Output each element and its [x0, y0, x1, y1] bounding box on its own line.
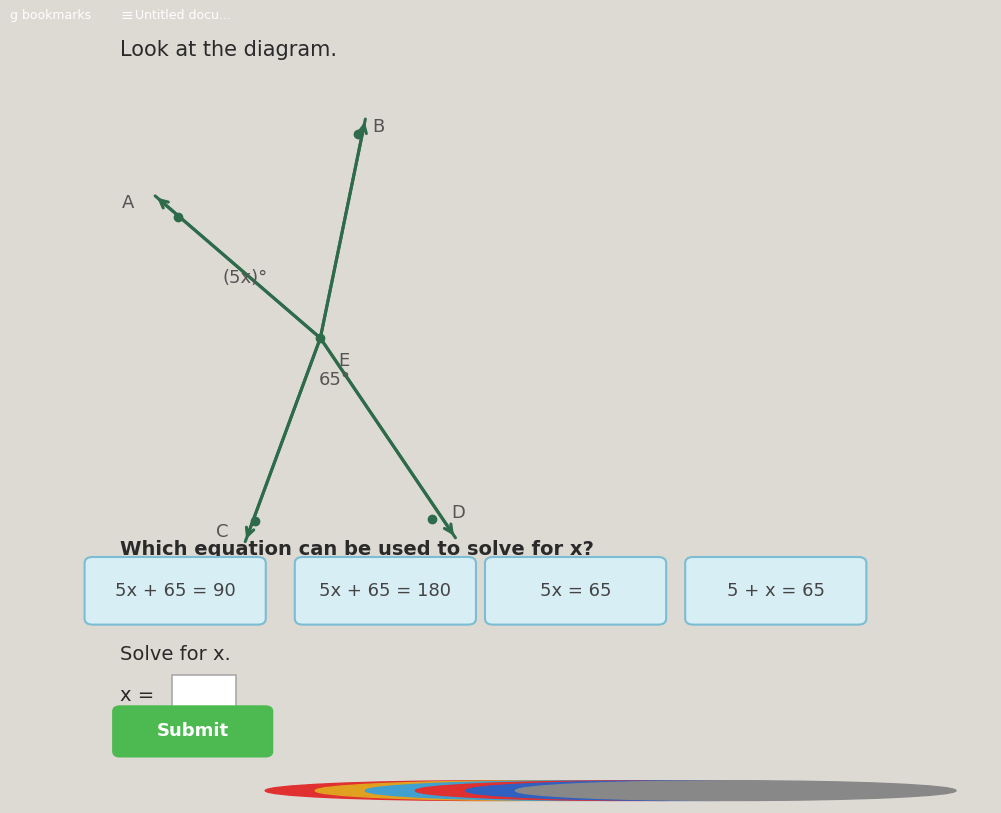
Text: 5x + 65 = 90: 5x + 65 = 90	[115, 582, 235, 600]
Circle shape	[516, 780, 956, 801]
Text: C: C	[216, 523, 228, 541]
Text: Submit: Submit	[156, 723, 229, 741]
FancyBboxPatch shape	[172, 676, 236, 714]
Text: Which equation can be used to solve for x?: Which equation can be used to solve for …	[120, 540, 594, 559]
Text: x =: x =	[120, 686, 154, 705]
Text: Solve for x.: Solve for x.	[120, 645, 231, 664]
Text: ≡: ≡	[120, 8, 133, 23]
Text: Untitled docu...: Untitled docu...	[135, 9, 231, 22]
Text: B: B	[372, 118, 384, 136]
Text: Look at the diagram.: Look at the diagram.	[120, 40, 337, 60]
FancyBboxPatch shape	[294, 557, 476, 624]
FancyBboxPatch shape	[685, 557, 866, 624]
FancyBboxPatch shape	[84, 557, 265, 624]
Circle shape	[265, 780, 706, 801]
Text: g bookmarks: g bookmarks	[10, 9, 91, 22]
Text: D: D	[451, 504, 465, 522]
Text: E: E	[338, 352, 349, 370]
Circle shape	[415, 780, 856, 801]
Text: A: A	[122, 193, 134, 212]
Circle shape	[465, 780, 906, 801]
Text: 5x + 65 = 180: 5x + 65 = 180	[319, 582, 451, 600]
Circle shape	[365, 780, 806, 801]
FancyBboxPatch shape	[484, 557, 667, 624]
Text: 5 + x = 65: 5 + x = 65	[727, 582, 825, 600]
Text: (5x)°: (5x)°	[222, 269, 268, 287]
Circle shape	[315, 780, 756, 801]
Text: 5x = 65: 5x = 65	[540, 582, 612, 600]
FancyBboxPatch shape	[112, 706, 273, 758]
Text: 65°: 65°	[318, 372, 350, 389]
